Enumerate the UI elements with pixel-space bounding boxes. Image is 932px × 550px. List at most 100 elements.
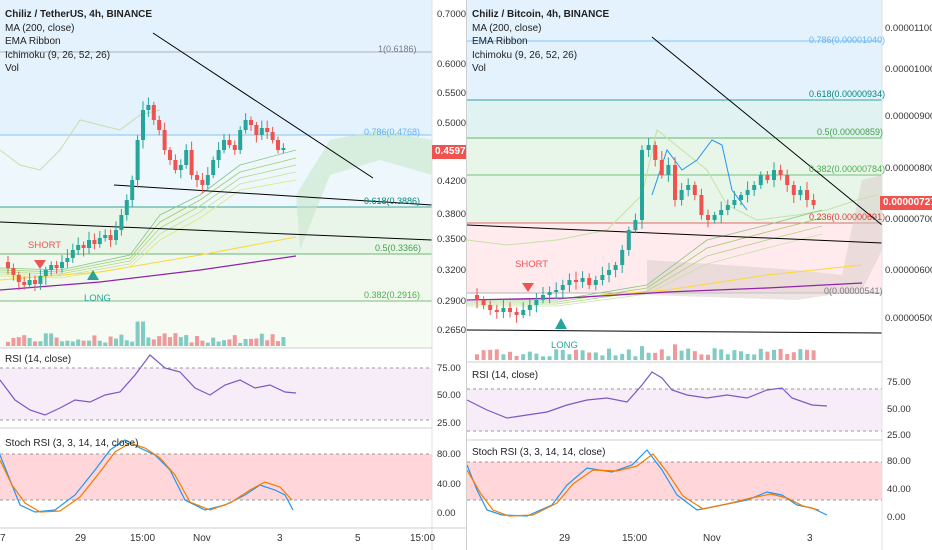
ma200-line (467, 282, 863, 301)
volume-bar (521, 354, 526, 360)
price-label: 0.00000900 (885, 111, 932, 122)
candle-body (114, 230, 118, 240)
candle-body (119, 215, 124, 230)
rsi-pane-label[interactable]: RSI (14, close) (472, 370, 539, 381)
candle-body (265, 128, 270, 132)
rsi-band (0, 368, 432, 420)
candles (6, 97, 286, 292)
volume-bar (752, 354, 757, 360)
long-label: LONG (551, 340, 578, 351)
indicator-ichimoku[interactable]: Ichimoku (9, 26, 52, 26) (5, 49, 111, 61)
price-label: 0.00001000 (885, 64, 932, 75)
volume-bar (130, 341, 135, 346)
indicator-ema-ribbon[interactable]: EMA Ribbon (472, 36, 528, 47)
volume-bar (65, 340, 70, 346)
candle-body (124, 200, 129, 215)
indicator-ema-ribbon[interactable]: EMA Ribbon (5, 36, 61, 47)
fib-zone-bottom (0, 301, 432, 348)
volume-bar (60, 341, 64, 346)
volume-bar (33, 341, 37, 346)
volume-bar (541, 356, 545, 360)
stoch-axis-label: 40.00 (437, 479, 461, 490)
indicator-volume[interactable]: Vol (472, 63, 486, 74)
candle-body (232, 145, 237, 150)
volume-bar (70, 341, 75, 346)
indicator-ma200[interactable]: MA (200, close) (472, 22, 542, 34)
descending-trendline (152, 32, 374, 179)
candle-body (33, 280, 37, 284)
volume-bar (481, 350, 486, 360)
volume-bar (587, 352, 592, 360)
candle-body (54, 265, 59, 268)
chart-panel-chz-btc[interactable]: Chiliz / Bitcoin, 4h, BINANCE MA (200, c… (466, 0, 932, 550)
chart-panel-chz-usdt[interactable]: Chiliz / TetherUS, 4h, BINANCE MA (200, … (0, 0, 469, 550)
candle-body (60, 262, 64, 268)
chart-canvas[interactable] (467, 0, 932, 550)
candle-body (758, 175, 763, 185)
volume-bar (580, 350, 585, 360)
fib-label: 0.618(0.00000934) (809, 89, 886, 99)
indicator-ma200[interactable]: MA (200, close) (5, 22, 75, 34)
candle-body (772, 170, 776, 180)
volume-bar (626, 349, 631, 360)
candle-body (798, 190, 803, 195)
candle-body (501, 308, 506, 312)
candle-body (679, 190, 684, 200)
rsi-pane-label[interactable]: RSI (14, close) (5, 354, 72, 365)
candle-body (270, 132, 275, 140)
stoch-pane-label[interactable]: Stoch RSI (3, 3, 14, 14, close) (472, 447, 606, 458)
candle-body (633, 220, 638, 230)
candle-body (765, 175, 770, 180)
candle-body (43, 270, 48, 276)
volume-bar (554, 349, 559, 360)
indicator-volume[interactable]: Vol (5, 63, 19, 74)
candle-body (567, 280, 572, 285)
chart-canvas[interactable] (0, 0, 466, 550)
price-label: 0.00000800 (885, 163, 932, 174)
volume-bar (653, 352, 658, 360)
candle-body (574, 280, 578, 282)
candle-body (135, 140, 140, 180)
stoch-band (467, 462, 882, 500)
stoch-pane-label[interactable]: Stoch RSI (3, 3, 14, 14, close) (5, 438, 139, 449)
volume-bar (114, 338, 118, 346)
candle-body (554, 290, 559, 292)
time-label: 5 (355, 533, 361, 544)
horizontal-trendline (113, 184, 433, 206)
volume-bar (620, 353, 625, 360)
descending-trendline (651, 36, 883, 226)
volume-bar (600, 355, 605, 360)
candle-body (22, 282, 27, 285)
volume-bar (49, 333, 54, 346)
candle-body (521, 310, 526, 315)
volume-bars (475, 344, 816, 360)
candle-body (745, 190, 750, 195)
volume-bar (686, 348, 691, 360)
stoch-axis-label: 0.00 (887, 512, 906, 523)
candle-body (281, 148, 286, 150)
price-label: 0.2900 (437, 296, 467, 307)
candle-body (778, 170, 783, 175)
volume-bar (178, 337, 183, 346)
time-label: 3 (807, 533, 813, 544)
candle-body (92, 240, 97, 244)
candle-body (103, 235, 108, 238)
volume-bar (141, 321, 145, 346)
candle-body (157, 120, 162, 130)
volume-bar (76, 339, 81, 346)
volume-bar (739, 351, 743, 360)
volume-bar (633, 356, 638, 360)
fib-label: 0.786(0.00001040) (809, 35, 886, 45)
support-trendline (467, 224, 883, 244)
volume-bar (249, 338, 253, 346)
volume-bar (227, 339, 232, 346)
volume-bar (189, 342, 194, 346)
indicator-ichimoku[interactable]: Ichimoku (9, 26, 52, 26) (472, 49, 578, 61)
fib-label: 0.382(0.2916) (364, 290, 421, 300)
volume-bar (673, 344, 677, 360)
volume-bar (640, 346, 644, 360)
candle-body (593, 280, 598, 285)
candle-body (811, 200, 816, 205)
volume-bar (243, 338, 248, 346)
candle-body (76, 245, 81, 250)
